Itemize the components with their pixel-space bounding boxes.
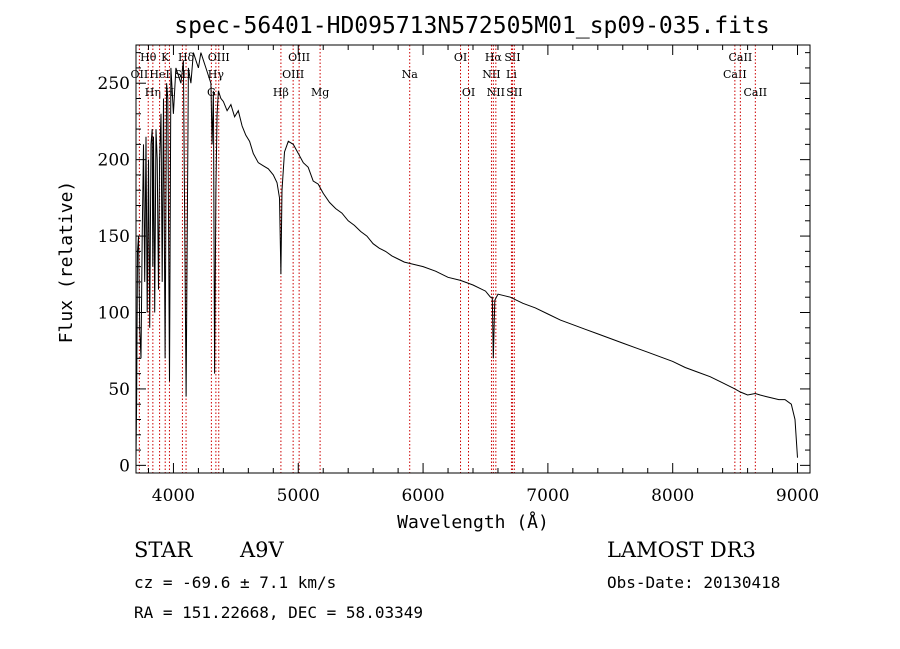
line-label: Hη	[145, 86, 161, 99]
line-label: CaII	[729, 51, 753, 64]
line-label: OIII	[282, 68, 304, 81]
y-tick-label: 250	[98, 74, 130, 94]
line-label: Hγ	[208, 68, 225, 81]
line-label: Hδ	[178, 51, 195, 64]
line-label: Hθ	[140, 51, 157, 64]
line-label: H	[165, 86, 175, 99]
spectral-line-markers: OIIHθHηHeIKHHδSIIGHγOIIIHβOIIIOIIIMgNaOI…	[131, 45, 767, 473]
line-label: OI	[454, 51, 467, 64]
spectral-subclass: A9V	[240, 538, 284, 562]
x-tick-label: 7000	[526, 486, 569, 506]
line-label: CaII	[743, 86, 767, 99]
line-label: K	[161, 51, 170, 64]
x-axis: 4000 5000 6000 7000 8000 9000	[147, 45, 819, 506]
line-label: NII	[487, 86, 505, 99]
y-tick-label: 0	[119, 456, 130, 476]
y-tick-label: 50	[108, 380, 130, 400]
x-tick-label: 5000	[277, 486, 320, 506]
line-label: SII	[174, 68, 190, 81]
y-axis-label: Flux (relative)	[56, 181, 77, 344]
line-label: OIII	[208, 51, 230, 64]
line-label: NII	[482, 68, 500, 81]
sky-coordinates: RA = 151.22668, DEC = 58.03349	[134, 603, 423, 622]
y-tick-label: 200	[98, 151, 130, 171]
line-label: Li	[506, 68, 517, 81]
x-tick-label: 4000	[152, 486, 195, 506]
line-label: Mg	[311, 86, 329, 99]
redshift-readout: cz = -69.6 ± 7.1 km/s	[134, 573, 337, 592]
survey-name: LAMOST DR3	[607, 538, 756, 562]
x-tick-label: 8000	[651, 486, 694, 506]
y-tick-label: 150	[98, 227, 130, 247]
y-tick-label: 100	[98, 304, 130, 324]
plot-frame	[135, 44, 811, 474]
line-label: Na	[402, 68, 419, 81]
x-axis-label: Wavelength (Å)	[397, 511, 549, 533]
object-class: STAR	[134, 538, 193, 562]
line-label: SII	[504, 51, 520, 64]
line-label: SII	[506, 86, 522, 99]
line-label: OI	[462, 86, 475, 99]
line-label: HeI	[149, 68, 169, 81]
x-tick-label: 9000	[776, 486, 819, 506]
line-label: OIII	[288, 51, 310, 64]
line-label: CaII	[723, 68, 747, 81]
line-label: Hβ	[273, 86, 289, 99]
line-label: OII	[131, 68, 149, 81]
chart-title: spec-56401-HD095713N572505M01_sp09-035.f…	[174, 13, 769, 39]
spectrum-line	[135, 52, 798, 458]
x-tick-label: 6000	[401, 486, 444, 506]
line-label: Hα	[485, 51, 503, 64]
y-axis: 0 50 100 150 200 250	[98, 52, 810, 476]
observation-date: Obs-Date: 20130418	[607, 573, 781, 592]
